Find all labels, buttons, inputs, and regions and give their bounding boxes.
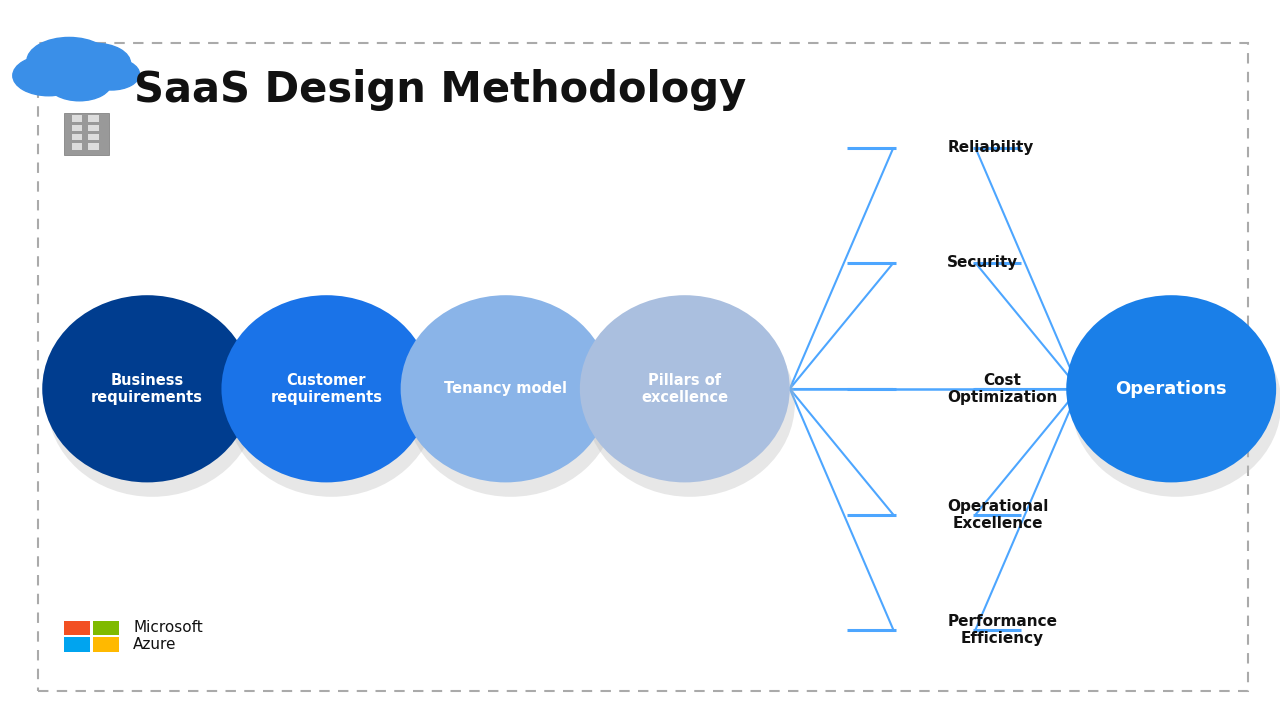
Ellipse shape <box>42 295 252 482</box>
Text: Microsoft
Azure: Microsoft Azure <box>133 620 202 652</box>
FancyBboxPatch shape <box>72 134 82 140</box>
FancyBboxPatch shape <box>88 115 99 122</box>
Ellipse shape <box>227 310 436 497</box>
FancyBboxPatch shape <box>93 621 119 635</box>
FancyBboxPatch shape <box>72 125 82 131</box>
Text: SaaS Design Methodology: SaaS Design Methodology <box>134 69 746 111</box>
FancyBboxPatch shape <box>88 143 99 150</box>
Text: Pillars of
excellence: Pillars of excellence <box>641 373 728 405</box>
FancyBboxPatch shape <box>47 72 119 90</box>
Text: Reliability: Reliability <box>947 140 1033 155</box>
Circle shape <box>83 58 140 90</box>
FancyBboxPatch shape <box>72 115 82 122</box>
Ellipse shape <box>401 295 611 482</box>
Text: Operations: Operations <box>1115 380 1228 397</box>
Ellipse shape <box>580 295 790 482</box>
Text: Performance
Efficiency: Performance Efficiency <box>947 613 1057 647</box>
FancyBboxPatch shape <box>64 637 90 652</box>
Circle shape <box>13 55 84 96</box>
Ellipse shape <box>585 310 795 497</box>
FancyBboxPatch shape <box>88 125 99 131</box>
Ellipse shape <box>221 295 431 482</box>
Circle shape <box>47 65 111 101</box>
Text: Business
requirements: Business requirements <box>91 373 204 405</box>
Text: Cost
Optimization: Cost Optimization <box>947 373 1057 405</box>
Text: Tenancy model: Tenancy model <box>444 382 567 396</box>
Ellipse shape <box>1071 310 1280 497</box>
Circle shape <box>59 43 131 84</box>
FancyBboxPatch shape <box>93 637 119 652</box>
Circle shape <box>27 37 111 85</box>
Ellipse shape <box>406 310 616 497</box>
Ellipse shape <box>47 310 257 497</box>
Text: Security: Security <box>947 256 1019 270</box>
FancyBboxPatch shape <box>64 113 109 155</box>
Ellipse shape <box>1066 295 1276 482</box>
Text: Customer
requirements: Customer requirements <box>270 373 383 405</box>
FancyBboxPatch shape <box>88 134 99 140</box>
Text: Operational
Excellence: Operational Excellence <box>947 499 1048 531</box>
FancyBboxPatch shape <box>72 143 82 150</box>
FancyBboxPatch shape <box>64 621 90 635</box>
